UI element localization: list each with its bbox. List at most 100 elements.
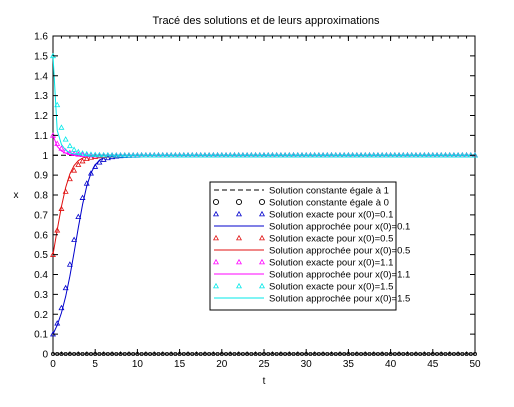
exact-marker xyxy=(62,284,69,291)
y-tick-label: 0.1 xyxy=(34,330,48,341)
constant-zero-marker xyxy=(139,351,144,356)
data-layer xyxy=(50,52,478,356)
x-tick-label: 5 xyxy=(92,359,98,370)
exact-marker xyxy=(58,205,65,211)
constant-zero-marker xyxy=(80,351,85,356)
constant-zero-marker xyxy=(224,351,229,356)
legend-label: Solution exacte pour x(0)=1.5 xyxy=(269,282,393,293)
exact-marker xyxy=(83,155,90,162)
exact-marker xyxy=(88,170,94,176)
constant-zero-marker xyxy=(105,351,110,356)
constant-zero-marker xyxy=(333,351,338,356)
constant-zero-marker xyxy=(375,351,380,356)
constant-zero-marker xyxy=(435,351,440,356)
constant-zero-marker xyxy=(291,351,296,356)
exact-marker xyxy=(92,151,99,158)
legend-label: Solution constante égale à 1 xyxy=(269,186,389,197)
constant-zero-marker xyxy=(156,351,161,356)
exact-marker xyxy=(66,261,73,267)
constant-zero-marker xyxy=(232,351,237,356)
y-tick-label: 1.6 xyxy=(34,32,48,43)
y-tick-label: 0.8 xyxy=(34,191,48,202)
legend-swatch xyxy=(213,282,265,289)
exact-marker xyxy=(71,167,78,173)
series-10 xyxy=(52,55,475,156)
exact-marker xyxy=(79,157,86,164)
y-tick-label: 0 xyxy=(42,350,48,361)
legend-item: Solution exacte pour x(0)=1.5 xyxy=(213,282,393,293)
legend-marker xyxy=(259,258,265,265)
constant-zero-marker xyxy=(359,351,364,356)
exact-marker xyxy=(71,236,78,242)
legend-marker xyxy=(212,198,220,206)
legend-item: Solution exacte pour x(0)=0.1 xyxy=(213,210,393,221)
legend-label: Solution approchée pour x(0)=1.5 xyxy=(269,294,410,305)
constant-zero-marker xyxy=(97,351,102,356)
y-tick-label: 1.2 xyxy=(34,111,48,122)
legend-marker xyxy=(213,210,219,217)
constant-zero-marker xyxy=(418,351,423,356)
y-tick-label: 1.1 xyxy=(34,131,48,142)
y-tick-label: 0.6 xyxy=(34,230,48,241)
constant-zero-marker xyxy=(409,351,414,356)
constant-zero-marker xyxy=(122,351,127,356)
constant-zero-marker xyxy=(72,351,77,356)
approx-line xyxy=(52,55,475,156)
legend-label: Solution approchée pour x(0)=0.5 xyxy=(269,246,410,257)
axes-layer: 0 5 10 15 20 25 30 35 40 45 50 0 0.1 0.2 0.3 0.4 0.5 0.6 0… xyxy=(34,32,481,371)
constant-zero-marker xyxy=(367,351,372,356)
exact-marker xyxy=(75,213,82,219)
legend-label: Solution exacte pour x(0)=0.1 xyxy=(269,210,393,221)
legend-marker xyxy=(235,198,243,206)
constant-zero-marker xyxy=(392,351,397,356)
constant-zero-marker xyxy=(114,351,119,356)
legend-marker xyxy=(213,282,219,289)
constant-zero-marker xyxy=(190,351,195,356)
x-tick-label: 45 xyxy=(427,359,439,370)
constant-zero-marker xyxy=(325,351,330,356)
constant-zero-marker xyxy=(173,351,178,356)
y-tick-label: 0.9 xyxy=(34,171,48,182)
constant-zero-marker xyxy=(451,351,456,356)
constant-zero-marker xyxy=(342,351,347,356)
exact-marker xyxy=(75,161,82,167)
constant-zero-marker xyxy=(426,351,431,356)
constant-zero-marker xyxy=(240,351,245,356)
x-tick-label: 35 xyxy=(343,359,355,370)
legend-item: Solution approchée pour x(0)=0.1 xyxy=(214,222,410,233)
legend-label: Solution exacte pour x(0)=1.1 xyxy=(269,258,393,269)
x-tick-label: 10 xyxy=(132,359,144,370)
legend-item: Solution approchée pour x(0)=0.5 xyxy=(214,246,410,257)
legend-swatch xyxy=(213,258,265,265)
x-tick-label: 0 xyxy=(50,359,56,370)
y-tick-label: 1 xyxy=(42,151,48,162)
legend-marker xyxy=(213,258,219,265)
exact-marker xyxy=(58,145,65,151)
constant-zero-marker xyxy=(181,351,186,356)
legend-marker xyxy=(236,210,242,217)
constant-zero-marker xyxy=(249,351,254,356)
exact-marker xyxy=(62,136,69,142)
x-axis-label: t xyxy=(263,376,266,387)
constant-zero-marker xyxy=(257,351,262,356)
legend-marker xyxy=(236,282,242,289)
constant-zero-marker xyxy=(148,351,153,356)
legend-label: Solution exacte pour x(0)=0.5 xyxy=(269,234,393,245)
legend-marker xyxy=(236,258,242,265)
y-tick-label: 0.4 xyxy=(34,270,48,281)
legend-swatch xyxy=(212,198,266,206)
legend-swatch xyxy=(213,210,265,217)
constant-zero-marker xyxy=(274,351,279,356)
constant-zero-marker xyxy=(164,351,169,356)
constant-zero-marker xyxy=(401,351,406,356)
legend-item: Solution exacte pour x(0)=1.1 xyxy=(213,258,393,269)
y-tick-label: 0.7 xyxy=(34,210,48,221)
exact-marker xyxy=(66,142,73,149)
constant-zero-marker xyxy=(207,351,212,356)
constant-zero-marker xyxy=(266,351,271,356)
constant-zero-marker xyxy=(88,351,93,356)
legend-marker xyxy=(259,234,265,241)
legend-marker xyxy=(259,210,265,217)
